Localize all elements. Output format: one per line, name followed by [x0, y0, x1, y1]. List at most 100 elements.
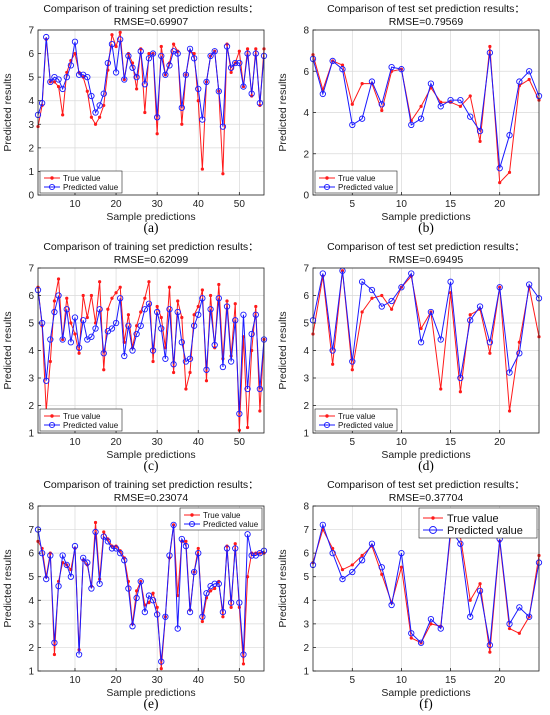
data-point-predicted — [88, 92, 95, 100]
series-line — [312, 523, 540, 646]
data-point-predicted — [427, 308, 435, 316]
data-point-predicted — [125, 585, 132, 592]
data-point-true — [135, 87, 139, 91]
data-point-true — [229, 605, 233, 609]
data-point-predicted — [236, 410, 243, 417]
ytick-label: 2 — [28, 643, 34, 654]
legend-swatch-circle — [48, 421, 56, 429]
legend-swatch-dot — [50, 176, 54, 180]
chart-panel-a: Comparison of training set prediction re… — [0, 0, 275, 238]
data-point-true — [118, 30, 122, 34]
series-predicted-value — [34, 286, 268, 417]
data-point-predicted — [447, 96, 454, 104]
data-point-true — [89, 293, 94, 298]
data-point-predicted — [526, 68, 533, 75]
data-point-predicted — [96, 306, 103, 313]
series-predicted-value — [309, 49, 543, 172]
data-point-true — [254, 47, 258, 51]
ytick-label: 7 — [303, 264, 309, 275]
x-axis-label: Sample predictions — [106, 687, 195, 699]
data-point-predicted — [457, 374, 464, 382]
data-point-true — [65, 70, 69, 75]
data-point-predicted — [252, 311, 259, 318]
xtick-label: 50 — [234, 199, 246, 210]
data-point-predicted — [71, 38, 79, 45]
ytick-label: 0 — [303, 191, 309, 202]
data-point-predicted — [219, 608, 227, 616]
chart-subtitle: RMSE=0.79569 — [389, 16, 464, 28]
data-point-predicted — [232, 59, 239, 67]
data-point-true — [488, 351, 492, 355]
data-point-true — [143, 110, 147, 115]
data-point-predicted — [240, 311, 247, 318]
data-point-predicted — [112, 319, 120, 327]
data-point-predicted — [227, 599, 235, 606]
data-point-true — [200, 288, 204, 292]
data-point-true — [380, 572, 384, 576]
data-point-true — [200, 167, 204, 171]
xtick-label: 30 — [152, 437, 164, 448]
ytick-label: 7 — [28, 264, 34, 275]
data-point-true — [196, 304, 200, 309]
data-point-predicted — [248, 552, 255, 559]
data-point-true — [213, 586, 217, 591]
data-point-true — [56, 84, 61, 89]
ytick-label: 7 — [28, 26, 34, 37]
data-point-predicted — [236, 59, 243, 67]
data-point-predicted — [211, 341, 218, 349]
ytick-label: 7 — [28, 525, 34, 536]
data-point-predicted — [88, 585, 95, 592]
data-point-predicted — [248, 90, 255, 97]
data-point-true — [204, 379, 209, 383]
ytick-label: 5 — [303, 319, 309, 330]
data-point-predicted — [256, 385, 264, 393]
data-point-true — [439, 387, 443, 391]
data-point-predicted — [506, 369, 513, 376]
data-point-predicted — [154, 308, 161, 316]
data-point-predicted — [207, 52, 214, 60]
data-point-true — [167, 285, 172, 289]
data-point-predicted — [368, 78, 376, 85]
ytick-label: 5 — [28, 73, 34, 84]
chart-title: Comparison of training set prediction re… — [43, 241, 258, 253]
data-point-predicted — [398, 284, 405, 291]
ytick-label: 8 — [303, 26, 309, 37]
data-point-predicted — [67, 339, 75, 346]
data-point-predicted — [51, 308, 58, 316]
data-point-predicted — [203, 366, 210, 373]
data-point-predicted — [182, 71, 190, 78]
data-point-predicted — [339, 575, 346, 583]
data-point-predicted — [112, 69, 120, 76]
data-point-predicted — [51, 639, 58, 646]
y-axis-label: Predicted results — [2, 311, 14, 389]
data-point-true — [399, 565, 404, 569]
data-point-predicted — [145, 300, 153, 307]
chart-subtitle: RMSE=0.69495 — [389, 254, 464, 266]
data-point-predicted — [137, 578, 144, 585]
ytick-label: 5 — [303, 572, 309, 583]
data-point-true — [118, 285, 122, 289]
ytick-label: 1 — [28, 167, 34, 178]
data-point-predicted — [506, 620, 513, 628]
data-point-predicted — [190, 55, 198, 62]
data-point-predicted — [467, 613, 474, 620]
xtick-label: 5 — [350, 437, 356, 448]
data-point-predicted — [112, 545, 120, 552]
data-point-predicted — [141, 81, 148, 88]
chart-svg-e: Comparison of training set prediction re… — [2, 479, 268, 711]
legend-swatch-dot — [190, 513, 194, 517]
data-point-predicted — [75, 71, 83, 78]
data-point-predicted — [219, 363, 227, 371]
data-point-predicted — [195, 549, 202, 557]
data-point-predicted — [137, 322, 144, 329]
chart-panel-c: Comparison of training set prediction re… — [0, 238, 275, 476]
data-point-predicted — [75, 651, 83, 658]
x-axis-label: Sample predictions — [381, 687, 470, 699]
data-point-true — [498, 181, 502, 185]
data-point-true — [233, 302, 237, 306]
data-point-true — [52, 80, 57, 84]
data-point-predicted — [349, 358, 356, 365]
data-point-true — [419, 326, 423, 331]
data-point-predicted — [437, 336, 444, 343]
data-point-predicted — [368, 286, 376, 294]
